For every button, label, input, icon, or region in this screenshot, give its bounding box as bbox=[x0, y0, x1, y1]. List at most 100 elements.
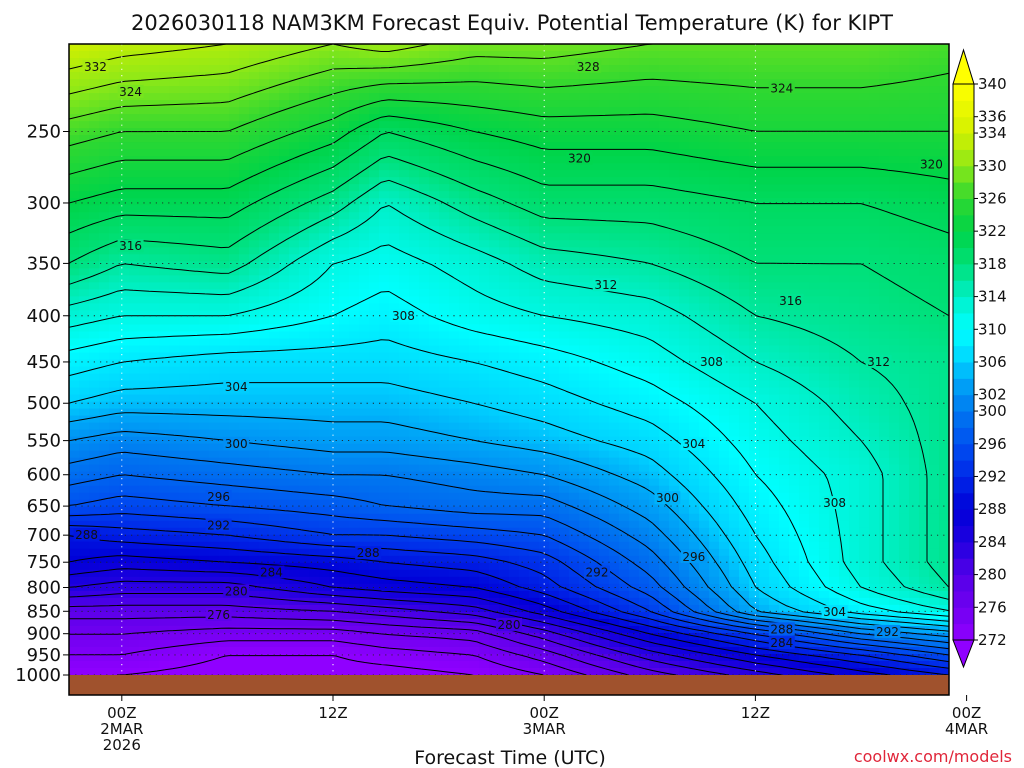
field-cell bbox=[489, 65, 500, 73]
field-cell bbox=[169, 618, 180, 627]
field-cell bbox=[479, 198, 490, 206]
field-cell bbox=[329, 233, 340, 241]
field-cell bbox=[369, 44, 380, 52]
field-cell bbox=[539, 163, 550, 171]
field-cell bbox=[179, 142, 190, 150]
field-cell bbox=[519, 527, 530, 536]
field-cell bbox=[409, 527, 420, 536]
field-cell bbox=[289, 338, 300, 347]
field-cell bbox=[219, 79, 230, 87]
field-cell bbox=[119, 485, 130, 494]
field-cell bbox=[109, 520, 120, 529]
field-cell bbox=[379, 548, 390, 557]
field-cell bbox=[399, 541, 410, 550]
field-cell bbox=[259, 240, 270, 248]
field-cell bbox=[559, 310, 570, 319]
field-cell bbox=[99, 485, 110, 494]
field-cell bbox=[599, 667, 610, 675]
field-cell bbox=[489, 534, 500, 543]
field-cell bbox=[109, 310, 120, 319]
field-cell bbox=[489, 233, 500, 241]
field-cell bbox=[589, 548, 600, 557]
field-cell bbox=[439, 184, 450, 192]
field-cell bbox=[349, 93, 360, 101]
field-cell bbox=[489, 422, 500, 431]
field-cell bbox=[439, 583, 450, 592]
field-cell bbox=[419, 562, 430, 571]
field-cell bbox=[419, 268, 430, 276]
field-cell bbox=[69, 142, 80, 150]
field-cell bbox=[129, 198, 140, 206]
field-cell bbox=[169, 359, 180, 368]
field-cell bbox=[509, 520, 520, 529]
field-cell bbox=[129, 191, 140, 199]
field-cell bbox=[499, 212, 510, 220]
field-cell bbox=[219, 422, 230, 431]
field-cell bbox=[79, 303, 90, 312]
field-cell bbox=[499, 72, 510, 80]
field-cell bbox=[559, 170, 570, 178]
field-cell bbox=[329, 555, 340, 564]
field-cell bbox=[99, 394, 110, 403]
field-cell bbox=[509, 44, 520, 52]
field-cell bbox=[99, 177, 110, 185]
field-cell bbox=[599, 415, 610, 424]
field-cell bbox=[319, 289, 330, 297]
field-cell bbox=[229, 576, 240, 585]
field-cell bbox=[429, 345, 440, 354]
field-cell bbox=[79, 121, 90, 129]
field-cell bbox=[349, 422, 360, 431]
field-cell bbox=[549, 310, 560, 319]
field-cell bbox=[579, 415, 590, 424]
field-cell bbox=[429, 310, 440, 319]
field-cell bbox=[349, 429, 360, 438]
field-cell bbox=[229, 359, 240, 368]
field-cell bbox=[89, 618, 100, 627]
field-cell bbox=[559, 478, 570, 487]
field-cell bbox=[279, 366, 290, 375]
field-cell bbox=[499, 373, 510, 382]
field-cell bbox=[559, 191, 570, 199]
field-cell bbox=[429, 471, 440, 480]
field-cell bbox=[69, 310, 80, 319]
field-cell bbox=[139, 268, 150, 276]
field-cell bbox=[469, 450, 480, 459]
field-cell bbox=[349, 534, 360, 543]
field-cell bbox=[299, 513, 310, 522]
field-cell bbox=[569, 513, 580, 522]
field-cell bbox=[229, 562, 240, 571]
field-cell bbox=[219, 499, 230, 508]
field-cell bbox=[349, 562, 360, 571]
field-cell bbox=[289, 93, 300, 101]
field-cell bbox=[169, 366, 180, 375]
field-cell bbox=[299, 471, 310, 480]
field-cell bbox=[309, 639, 320, 648]
field-cell bbox=[529, 520, 540, 529]
field-cell bbox=[249, 436, 260, 445]
field-cell bbox=[319, 618, 330, 627]
field-cell bbox=[309, 513, 320, 522]
field-cell bbox=[99, 401, 110, 410]
field-cell bbox=[519, 219, 530, 227]
field-cell bbox=[139, 366, 150, 375]
field-cell bbox=[479, 233, 490, 241]
field-cell bbox=[579, 632, 590, 641]
field-cell bbox=[529, 429, 540, 438]
field-cell bbox=[149, 177, 160, 185]
field-cell bbox=[319, 254, 330, 262]
field-cell bbox=[479, 79, 490, 87]
field-cell bbox=[449, 212, 460, 220]
field-cell bbox=[209, 289, 220, 297]
field-cell bbox=[359, 184, 370, 192]
field-cell bbox=[619, 212, 630, 220]
field-cell bbox=[269, 653, 280, 662]
field-cell bbox=[239, 191, 250, 199]
field-cell bbox=[199, 562, 210, 571]
field-cell bbox=[319, 233, 330, 241]
field-cell bbox=[79, 576, 90, 585]
field-cell bbox=[589, 352, 600, 361]
field-cell bbox=[109, 149, 120, 157]
field-cell bbox=[349, 338, 360, 347]
field-cell bbox=[249, 219, 260, 227]
field-cell bbox=[429, 604, 440, 613]
